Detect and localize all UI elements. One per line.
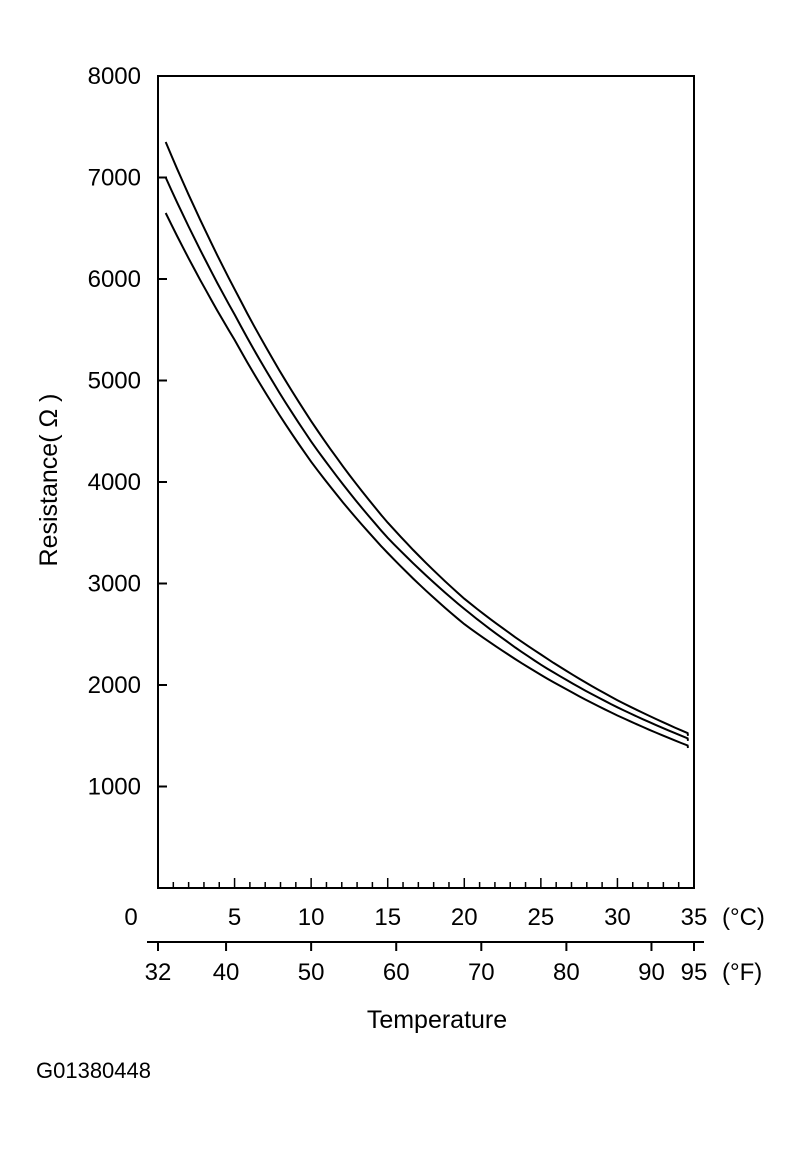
fahrenheit-unit-label: (°F) <box>722 959 762 986</box>
x-axis-fahrenheit-labels: 32 40 50 60 70 80 90 95 <box>145 959 708 986</box>
x-tick-label-fahrenheit: 80 <box>553 959 580 986</box>
curve-1 <box>164 141 689 736</box>
x-tick-label-celsius: 20 <box>451 904 478 931</box>
x-tick-label-celsius: 35 <box>681 904 708 931</box>
x-tick-label-fahrenheit: 70 <box>468 959 495 986</box>
x-tick-label-celsius: 15 <box>374 904 401 931</box>
x-tick-label-celsius: 5 <box>228 904 241 931</box>
x-tick-label-fahrenheit: 90 <box>638 959 665 986</box>
y-tick-label: 7000 <box>88 165 141 192</box>
plot-frame <box>157 75 695 889</box>
x-tick-label-celsius: 0 <box>124 904 137 931</box>
y-tick-label: 4000 <box>88 469 141 496</box>
y-axis-ticks: 1000 2000 3000 4000 5000 6000 7000 8000 <box>88 63 167 801</box>
celsius-unit-label: (°C) <box>722 904 765 931</box>
curve-3 <box>164 212 689 749</box>
y-tick-label: 5000 <box>88 368 141 395</box>
x-axis-label: Temperature <box>367 1006 507 1034</box>
y-tick-label: 6000 <box>88 266 141 293</box>
x-tick-label-fahrenheit: 50 <box>298 959 325 986</box>
x-axis-minor-ticks <box>172 878 680 888</box>
y-tick-label: 2000 <box>88 672 141 699</box>
x-tick-label-fahrenheit: 60 <box>383 959 410 986</box>
x-tick-label-fahrenheit: 32 <box>145 959 172 986</box>
curve-2 <box>164 177 689 741</box>
x-tick-label-fahrenheit: 95 <box>681 959 708 986</box>
y-tick-label: 3000 <box>88 571 141 598</box>
y-axis-label: Resistance( Ω ) <box>35 394 63 567</box>
y-tick-label: 8000 <box>88 63 141 90</box>
x-tick-label-celsius: 25 <box>528 904 555 931</box>
x-axis-celsius-labels: 0 5 10 15 20 25 30 35 <box>124 904 707 931</box>
x-tick-label-fahrenheit: 40 <box>213 959 240 986</box>
y-tick-label: 1000 <box>88 774 141 801</box>
figure-id: G01380448 <box>36 1058 151 1083</box>
fahrenheit-scale-ticks <box>157 942 695 951</box>
x-tick-label-celsius: 30 <box>604 904 631 931</box>
x-tick-label-celsius: 10 <box>298 904 325 931</box>
curves <box>164 141 689 749</box>
